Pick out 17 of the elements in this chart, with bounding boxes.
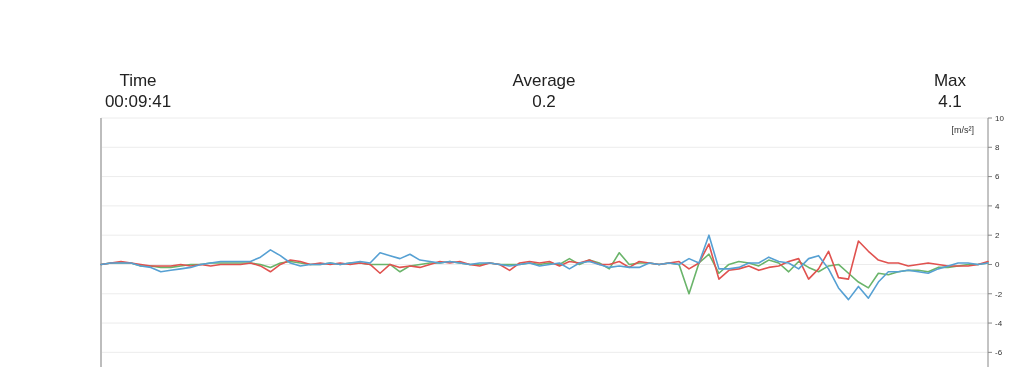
y-tick-label: -4 (995, 318, 1003, 328)
y-tick-label: -2 (995, 289, 1003, 299)
text: 4.1 (938, 92, 962, 111)
y-tick-label: 8 (995, 143, 1000, 153)
text: Average (512, 71, 576, 90)
line-series (100, 234, 989, 301)
y-tick-label: 10 (995, 113, 1005, 123)
y-tick-label: 2 (995, 230, 1000, 240)
text: Time (119, 71, 157, 90)
text: Max (933, 71, 967, 90)
y-axis-title: [m/s²] (951, 125, 974, 135)
y-tick-label: -6 (995, 348, 1003, 358)
text: 00:09:41 (104, 92, 172, 111)
text: 0.2 (532, 92, 556, 111)
y-tick-label: 4 (995, 201, 1000, 211)
y-tick-label: 6 (995, 172, 1000, 182)
y-tick-label: 0 (995, 260, 1000, 270)
